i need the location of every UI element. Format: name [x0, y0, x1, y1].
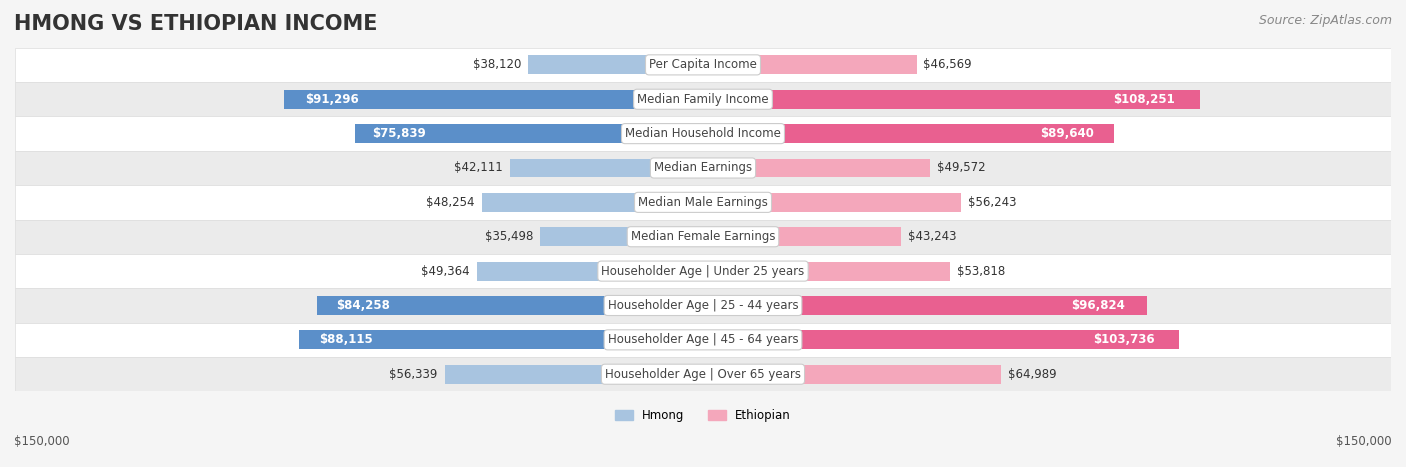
- FancyBboxPatch shape: [15, 48, 1391, 82]
- Bar: [703, 365, 1001, 384]
- Text: $91,296: $91,296: [305, 93, 359, 106]
- Bar: [356, 124, 703, 143]
- Text: Householder Age | Under 25 years: Householder Age | Under 25 years: [602, 265, 804, 277]
- Bar: [703, 158, 931, 177]
- Text: $64,989: $64,989: [1008, 368, 1056, 381]
- FancyBboxPatch shape: [15, 116, 1391, 151]
- Bar: [703, 56, 917, 74]
- Text: Householder Age | Over 65 years: Householder Age | Over 65 years: [605, 368, 801, 381]
- Text: Median Female Earnings: Median Female Earnings: [631, 230, 775, 243]
- Bar: [703, 262, 950, 281]
- Text: $56,339: $56,339: [389, 368, 437, 381]
- Bar: [540, 227, 703, 246]
- Text: $89,640: $89,640: [1039, 127, 1094, 140]
- Text: $108,251: $108,251: [1114, 93, 1174, 106]
- Bar: [703, 330, 1178, 349]
- Text: Median Household Income: Median Household Income: [626, 127, 780, 140]
- Bar: [703, 296, 1147, 315]
- Text: $150,000: $150,000: [14, 435, 70, 448]
- Text: Median Earnings: Median Earnings: [654, 162, 752, 175]
- Text: $96,824: $96,824: [1071, 299, 1125, 312]
- FancyBboxPatch shape: [15, 288, 1391, 323]
- Text: $75,839: $75,839: [373, 127, 426, 140]
- Text: $53,818: $53,818: [956, 265, 1005, 277]
- Bar: [703, 90, 1199, 109]
- Text: $103,736: $103,736: [1094, 333, 1154, 347]
- Bar: [284, 90, 703, 109]
- Bar: [444, 365, 703, 384]
- Text: $49,364: $49,364: [420, 265, 470, 277]
- Bar: [482, 193, 703, 212]
- FancyBboxPatch shape: [15, 82, 1391, 116]
- Text: $43,243: $43,243: [908, 230, 956, 243]
- FancyBboxPatch shape: [15, 323, 1391, 357]
- Text: $48,254: $48,254: [426, 196, 475, 209]
- Text: $35,498: $35,498: [485, 230, 533, 243]
- FancyBboxPatch shape: [15, 357, 1391, 391]
- FancyBboxPatch shape: [15, 254, 1391, 288]
- Text: $84,258: $84,258: [336, 299, 389, 312]
- Bar: [703, 124, 1114, 143]
- Text: $42,111: $42,111: [454, 162, 503, 175]
- FancyBboxPatch shape: [15, 185, 1391, 219]
- Text: $49,572: $49,572: [938, 162, 986, 175]
- Text: $38,120: $38,120: [472, 58, 522, 71]
- Text: $150,000: $150,000: [1336, 435, 1392, 448]
- Text: $46,569: $46,569: [924, 58, 972, 71]
- Bar: [529, 56, 703, 74]
- Text: Per Capita Income: Per Capita Income: [650, 58, 756, 71]
- Bar: [703, 227, 901, 246]
- Bar: [299, 330, 703, 349]
- Text: $88,115: $88,115: [319, 333, 373, 347]
- Text: Householder Age | 45 - 64 years: Householder Age | 45 - 64 years: [607, 333, 799, 347]
- Bar: [316, 296, 703, 315]
- Bar: [510, 158, 703, 177]
- Bar: [477, 262, 703, 281]
- Bar: [703, 193, 960, 212]
- Text: Median Family Income: Median Family Income: [637, 93, 769, 106]
- Text: Median Male Earnings: Median Male Earnings: [638, 196, 768, 209]
- Text: HMONG VS ETHIOPIAN INCOME: HMONG VS ETHIOPIAN INCOME: [14, 14, 378, 34]
- FancyBboxPatch shape: [15, 151, 1391, 185]
- Text: Source: ZipAtlas.com: Source: ZipAtlas.com: [1258, 14, 1392, 27]
- FancyBboxPatch shape: [15, 219, 1391, 254]
- Text: Householder Age | 25 - 44 years: Householder Age | 25 - 44 years: [607, 299, 799, 312]
- Legend: Hmong, Ethiopian: Hmong, Ethiopian: [610, 404, 796, 427]
- Text: $56,243: $56,243: [967, 196, 1017, 209]
